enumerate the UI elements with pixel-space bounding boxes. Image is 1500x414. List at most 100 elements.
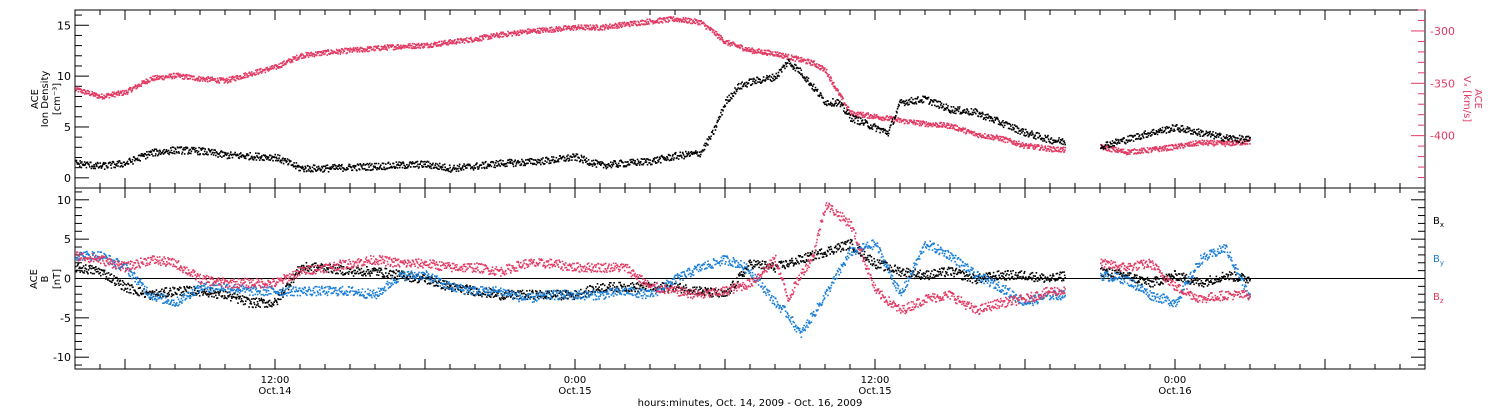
- data-point-ion-density: [1134, 135, 1136, 137]
- data-point-vx: [149, 81, 151, 83]
- data-point-ion-density: [689, 155, 691, 157]
- data-point-vx: [575, 25, 577, 27]
- data-point-bx: [122, 280, 124, 282]
- data-point-ion-density: [740, 83, 742, 85]
- data-point-ion-density: [726, 102, 728, 104]
- data-point-ion-density: [1188, 131, 1190, 133]
- data-point-vx: [824, 69, 826, 71]
- data-point-ion-density: [1213, 134, 1215, 136]
- data-point-ion-density: [647, 164, 649, 166]
- data-point-ion-density: [752, 83, 754, 85]
- data-point-ion-density: [449, 167, 451, 169]
- data-point-ion-density: [1159, 128, 1161, 130]
- data-point-ion-density: [175, 149, 177, 151]
- data-point-vx: [260, 68, 262, 70]
- data-point-ion-density: [1193, 129, 1195, 131]
- data-point-vx: [240, 75, 242, 77]
- data-point-ion-density: [178, 152, 180, 154]
- data-point-vx: [873, 117, 875, 119]
- data-point-vx: [862, 112, 864, 114]
- data-point-bx: [120, 284, 122, 286]
- data-point-vx: [440, 45, 442, 47]
- data-point-ion-density: [1138, 138, 1140, 140]
- data-point-ion-density: [771, 81, 773, 83]
- data-point-vx: [1170, 145, 1172, 147]
- data-point-vx: [1150, 148, 1152, 150]
- data-point-vx: [114, 96, 116, 98]
- data-point-vx: [373, 48, 375, 50]
- data-point-ion-density: [1038, 133, 1040, 135]
- data-point-vx: [344, 50, 346, 52]
- data-point-ion-density: [825, 101, 827, 103]
- data-point-vx: [696, 19, 698, 21]
- data-point-ion-density: [1198, 131, 1200, 133]
- data-point-bx: [119, 280, 121, 282]
- data-point-ion-density: [692, 153, 694, 155]
- data-point-bx: [99, 272, 101, 274]
- data-point-vx: [155, 75, 157, 77]
- data-point-ion-density: [564, 157, 566, 159]
- bottom-y-tick-label: 10: [57, 194, 71, 207]
- data-point-ion-density: [397, 167, 399, 169]
- data-point-ion-density: [1183, 128, 1185, 130]
- data-point-ion-density: [772, 74, 774, 76]
- data-point-vx: [766, 54, 768, 56]
- data-point-vx: [797, 56, 799, 58]
- data-point-ion-density: [874, 123, 876, 125]
- data-point-vx: [852, 111, 854, 113]
- data-point-vx: [1165, 148, 1167, 150]
- data-point-ion-density: [497, 165, 499, 167]
- data-point-ion-density: [608, 163, 610, 165]
- data-point-vx: [595, 28, 597, 30]
- data-point-ion-density: [219, 152, 221, 154]
- data-point-vx: [578, 24, 580, 26]
- data-point-ion-density: [383, 167, 385, 169]
- data-point-ion-density: [1189, 128, 1191, 130]
- data-point-ion-density: [312, 167, 314, 169]
- data-point-vx: [169, 73, 171, 75]
- data-point-ion-density: [1162, 127, 1164, 129]
- data-point-ion-density: [1032, 132, 1034, 134]
- data-point-vx: [772, 51, 774, 53]
- data-point-ion-density: [295, 168, 297, 170]
- data-point-ion-density: [258, 153, 260, 155]
- data-point-ion-density: [456, 170, 458, 172]
- data-point-ion-density: [793, 66, 795, 68]
- data-point-ion-density: [523, 162, 525, 164]
- data-point-ion-density: [245, 158, 247, 160]
- data-point-ion-density: [653, 159, 655, 161]
- data-point-ion-density: [181, 153, 183, 155]
- data-point-vx: [551, 31, 553, 33]
- data-point-vx: [614, 27, 616, 29]
- data-point-ion-density: [701, 151, 703, 153]
- data-point-ion-density: [688, 151, 690, 153]
- data-point-vx: [545, 31, 547, 33]
- data-point-ion-density: [720, 112, 722, 114]
- data-point-ion-density: [738, 83, 740, 85]
- data-point-vx: [161, 76, 163, 78]
- data-point-ion-density: [1147, 136, 1149, 138]
- data-point-ion-density: [998, 120, 1000, 122]
- data-point-ion-density: [1027, 133, 1029, 135]
- data-point-ion-density: [540, 164, 542, 166]
- data-point-ion-density: [1027, 132, 1029, 134]
- data-point-vx: [1026, 143, 1028, 145]
- data-point-ion-density: [813, 84, 815, 86]
- data-point-ion-density: [519, 161, 521, 163]
- data-point-ion-density: [457, 168, 459, 170]
- data-point-ion-density: [669, 155, 671, 157]
- data-point-ion-density: [1148, 135, 1150, 137]
- data-point-ion-density: [1029, 134, 1031, 136]
- data-point-vx: [695, 23, 697, 25]
- data-point-vx: [251, 75, 253, 77]
- data-point-ion-density: [96, 166, 98, 168]
- top-left-ylabel-line3: [cm⁻³]: [52, 83, 63, 115]
- data-point-vx: [692, 20, 694, 22]
- data-point-ion-density: [1125, 143, 1127, 145]
- data-point-vx: [605, 27, 607, 29]
- data-point-vx: [192, 79, 194, 81]
- data-point-vx: [244, 77, 246, 79]
- data-point-ion-density: [636, 164, 638, 166]
- data-point-ion-density: [189, 149, 191, 151]
- data-point-ion-density: [781, 71, 783, 73]
